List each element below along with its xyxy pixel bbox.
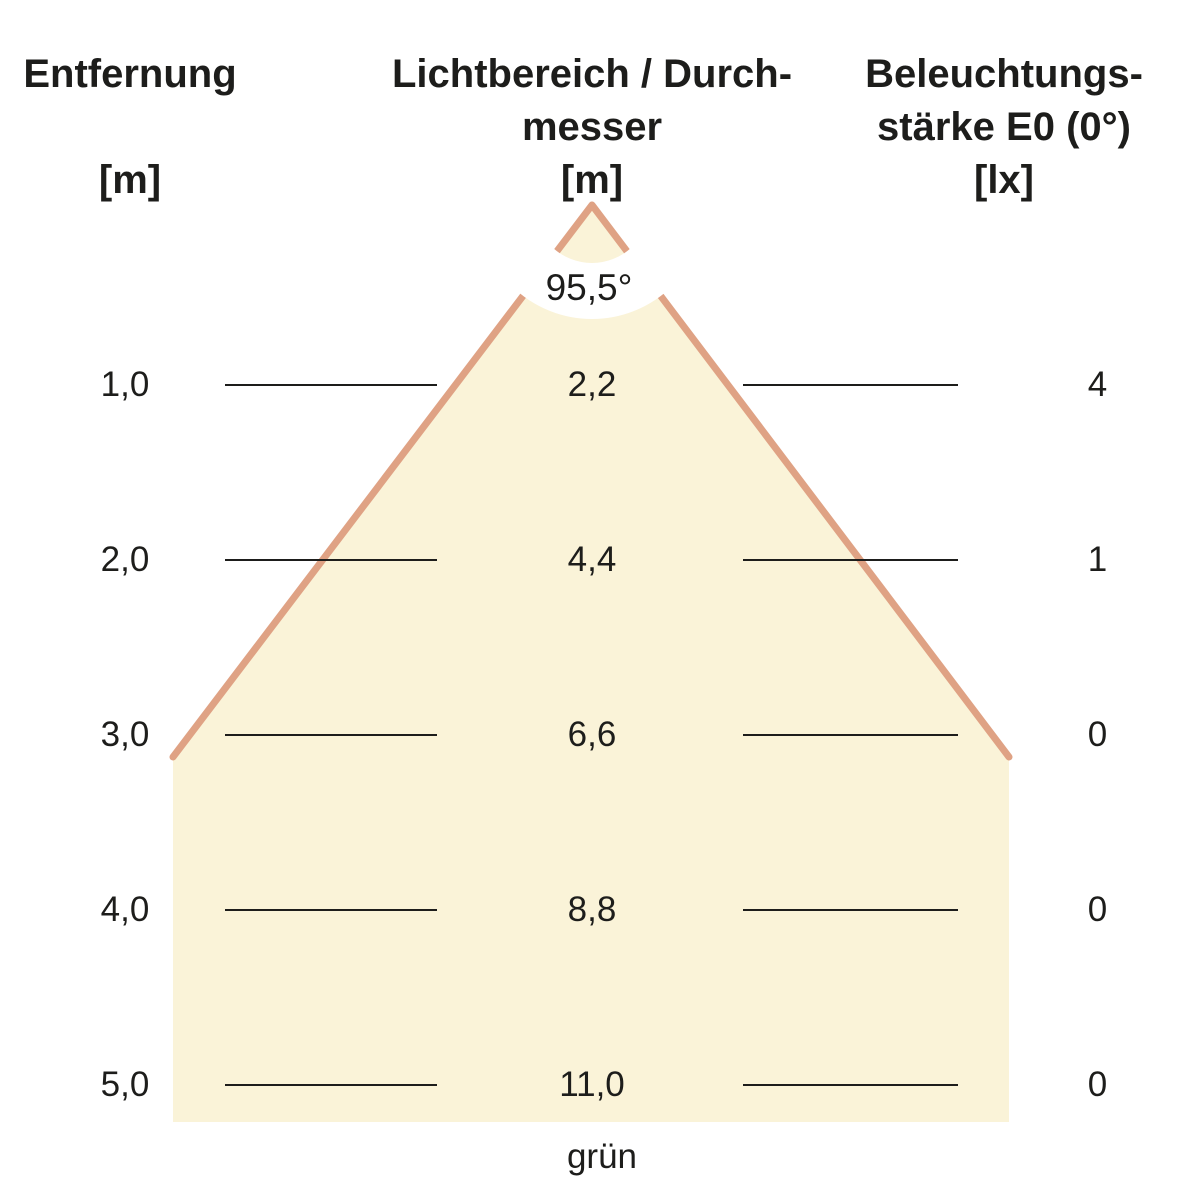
illuminance-value: 0: [1087, 715, 1108, 754]
connector-line-right: [743, 909, 958, 911]
connector-line-right: [743, 1084, 958, 1086]
distance-value: 5,0: [100, 1065, 150, 1104]
beam-cone-shape: [173, 205, 1009, 1122]
connector-line-left: [225, 734, 437, 736]
connector-line-left: [225, 1084, 437, 1086]
table-row: 2,0 4,4 1: [0, 538, 1182, 582]
header-diameter-unit: [m]: [560, 158, 624, 202]
header-diameter: Lichtbereich / Durch- messer [m]: [372, 48, 812, 207]
beam-angle-gap: [478, 91, 706, 319]
header-distance: Entfernung [m]: [0, 48, 260, 207]
illuminance-value: 4: [1087, 365, 1108, 404]
beam-angle-label: 95,5°: [545, 267, 633, 308]
header-diameter-title-line2: messer: [521, 105, 663, 149]
table-row: 1,0 2,2 4: [0, 363, 1182, 407]
illuminance-value: 0: [1087, 890, 1108, 929]
connector-line-right: [743, 734, 958, 736]
table-row: 5,0 11,0 0: [0, 1063, 1182, 1107]
distance-value: 2,0: [100, 540, 150, 579]
header-illuminance-title-line1: Beleuchtungs-: [865, 52, 1143, 96]
distance-value: 1,0: [100, 365, 150, 404]
distance-value: 4,0: [100, 890, 150, 929]
header-illuminance-unit: [lx]: [974, 158, 1034, 202]
illuminance-value: 0: [1087, 1065, 1108, 1104]
beam-edge: [169, 201, 1013, 761]
distance-value: 3,0: [100, 715, 150, 754]
header-illuminance: Beleuchtungs- stärke E0 (0°) [lx]: [814, 48, 1182, 207]
table-row: 3,0 6,6 0: [0, 713, 1182, 757]
diameter-value: 6,6: [567, 715, 617, 754]
connector-line-left: [225, 559, 437, 561]
table-row: 4,0 8,8 0: [0, 888, 1182, 932]
connector-line-right: [743, 559, 958, 561]
diameter-value: 11,0: [559, 1065, 625, 1104]
header-diameter-title-line1: Lichtbereich / Durch-: [391, 52, 793, 96]
header-distance-title: Entfernung: [23, 52, 237, 96]
beam-color-label: grün: [566, 1137, 638, 1176]
diameter-value: 8,8: [567, 890, 617, 929]
connector-line-right: [743, 384, 958, 386]
connector-line-left: [225, 384, 437, 386]
header-distance-spacer: [0, 101, 260, 154]
header-illuminance-title-line2: stärke E0 (0°): [877, 105, 1131, 149]
illuminance-value: 1: [1087, 540, 1108, 579]
connector-line-left: [225, 909, 437, 911]
header-distance-unit: [m]: [98, 158, 162, 202]
diameter-value: 4,4: [567, 540, 617, 579]
diameter-value: 2,2: [567, 365, 617, 404]
